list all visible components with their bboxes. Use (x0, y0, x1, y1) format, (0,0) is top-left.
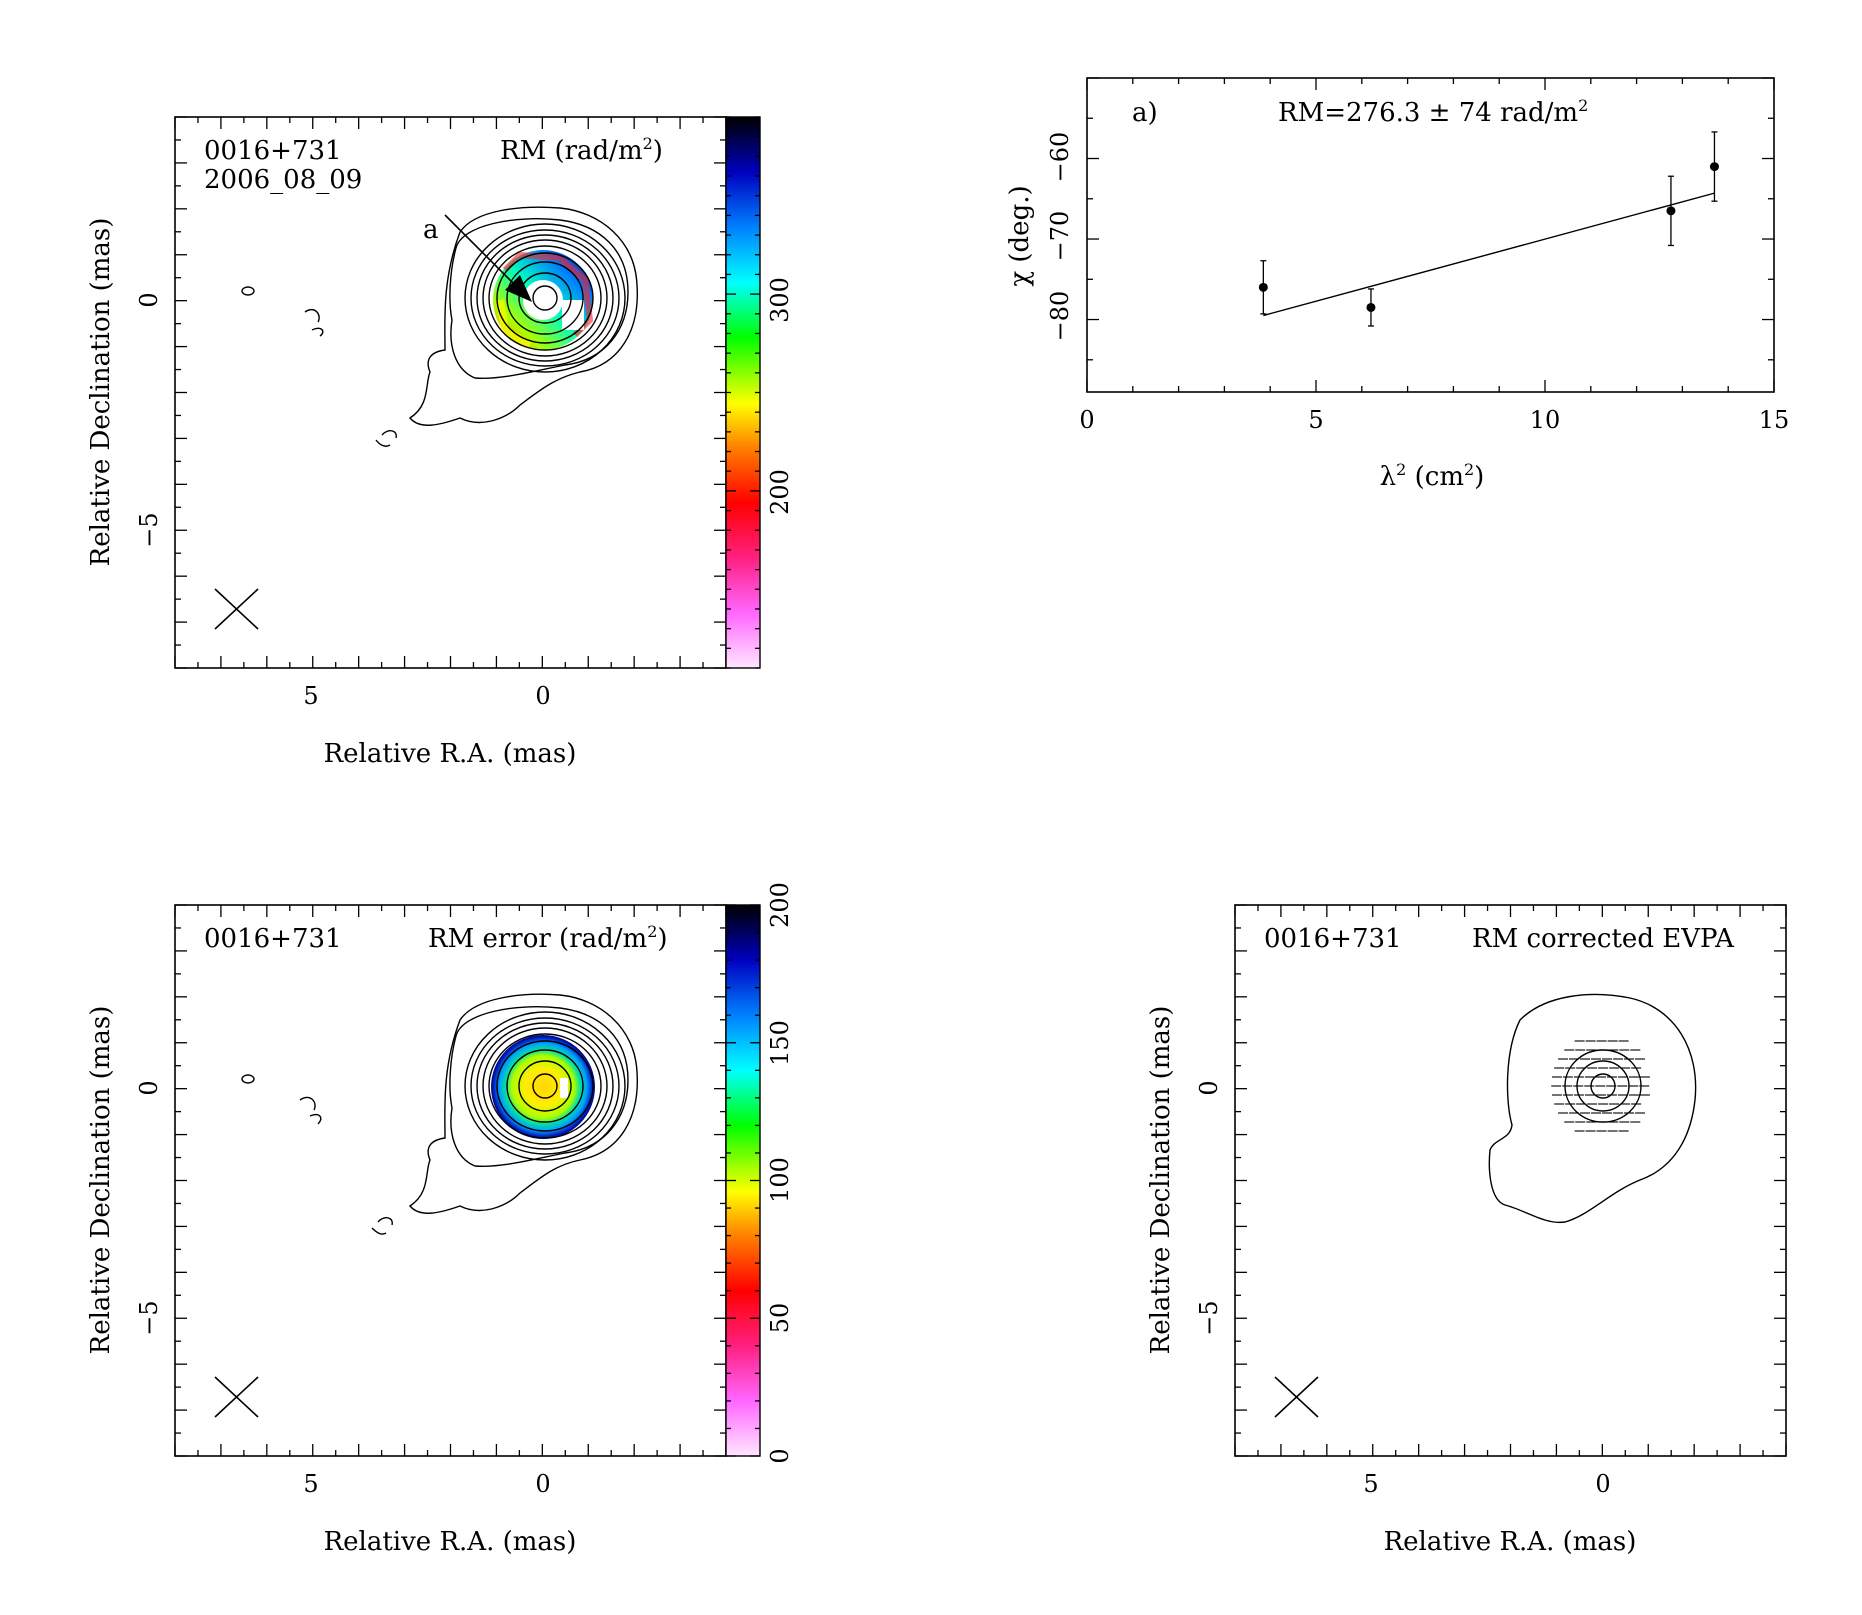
fit-xtick-10: 10 (1530, 406, 1561, 434)
rm-map-ytick-0: 0 (135, 292, 163, 307)
fit-frame (1086, 77, 1775, 393)
rm-map-ticks (174, 116, 727, 669)
data-point (1366, 302, 1376, 312)
fit-xtick-15: 15 (1759, 406, 1790, 434)
rm-error-ytick-0: 0 (135, 1080, 163, 1095)
rm-error-ylabel: Relative Declination (mas) (86, 1006, 116, 1355)
evpa-xlabel: Relative R.A. (mas) (1384, 1527, 1637, 1557)
rm-map-epoch: 2006_08_09 (204, 165, 362, 195)
evpa-ytick-0: 0 (1195, 1080, 1223, 1095)
beam-cross (214, 588, 259, 630)
data-point (1666, 206, 1676, 216)
fit-line (1263, 192, 1715, 317)
rm-colorbar-ticks (726, 116, 760, 669)
fit-xlabel: λ2 (cm2) (1380, 460, 1485, 492)
fit-xtick-5: 5 (1308, 406, 1323, 434)
rm-error-panel: 0 50 100 150 200 0016+731 RM error (rad/… (86, 882, 794, 1557)
rm-error-colorbar-tick-50: 50 (766, 1303, 794, 1334)
fit-tag: a) (1132, 98, 1158, 128)
evpa-vectors (1551, 1040, 1650, 1132)
rm-map-ylabel: Relative Declination (mas) (86, 218, 116, 567)
fit-ytick-minus70: −70 (1046, 211, 1074, 262)
evpa-panel: 0016+731 RM corrected EVPA 5 0 0 −5 Rela… (1146, 904, 1787, 1557)
rm-fit-panel: a) RM=276.3 ± 74 rad/m2 0 5 10 15 −80 −7… (1005, 77, 1790, 492)
rm-error-colorbar-tick-150: 150 (766, 1020, 794, 1066)
rm-error-colorbar-tick-0: 0 (766, 1448, 794, 1463)
data-point (1709, 162, 1719, 172)
evpa-xtick-5: 5 (1363, 1470, 1378, 1498)
fit-ytick-minus80: −80 (1046, 291, 1074, 342)
rm-error-ticks (174, 904, 727, 1457)
evpa-frame (1234, 904, 1787, 1457)
rm-error-title: RM error (rad/m2) (428, 922, 668, 954)
rm-map-xtick-5: 5 (303, 682, 318, 710)
rm-error-ytick-minus5: −5 (135, 1300, 163, 1335)
fit-rm-label: RM=276.3 ± 74 rad/m2 (1278, 96, 1588, 128)
rm-map-panel: a 200 300 0016+731 2006_08_09 RM (rad/m2… (86, 116, 794, 769)
rm-error-frame (174, 904, 727, 1457)
pointer-label: a (423, 215, 439, 245)
fit-ticks (1086, 77, 1775, 392)
rm-error-xlabel: Relative R.A. (mas) (324, 1527, 577, 1557)
rm-map-ytick-minus5: −5 (135, 512, 163, 547)
rm-map-xlabel: Relative R.A. (mas) (324, 739, 577, 769)
evpa-xtick-0: 0 (1595, 1470, 1610, 1498)
fit-xtick-0: 0 (1079, 406, 1094, 434)
fit-ytick-minus60: −60 (1046, 132, 1074, 183)
rm-error-colorbar-ticks (726, 904, 760, 1457)
rm-error-colorbar-tick-200: 200 (766, 882, 794, 928)
rm-contours (241, 206, 638, 447)
rm-error-xtick-5: 5 (303, 1470, 318, 1498)
evpa-ylabel: Relative Declination (mas) (1146, 1006, 1176, 1355)
evpa-contours (1488, 993, 1697, 1224)
evpa-ticks (1234, 904, 1787, 1457)
fit-ylabel: χ (deg.) (1005, 185, 1035, 286)
pointer-arrow (444, 214, 532, 302)
evpa-source: 0016+731 (1264, 924, 1402, 954)
rm-error-xtick-0: 0 (535, 1470, 550, 1498)
rm-error-source: 0016+731 (204, 924, 342, 954)
rm-colorbar (726, 117, 760, 668)
rm-error-colorbar-tick-100: 100 (766, 1157, 794, 1203)
rm-map-source: 0016+731 (204, 136, 342, 166)
fit-points (1258, 131, 1719, 327)
data-point (1258, 282, 1268, 292)
rm-map-xtick-0: 0 (535, 682, 550, 710)
rm-map-title: RM (rad/m2) (500, 134, 663, 166)
rm-colorbar-tick-200: 200 (766, 469, 794, 515)
evpa-ytick-minus5: −5 (1195, 1300, 1223, 1335)
beam-cross (1274, 1376, 1319, 1418)
beam-cross (214, 1376, 259, 1418)
rm-colorbar-tick-300: 300 (766, 277, 794, 323)
rm-map-frame (174, 116, 727, 669)
evpa-title: RM corrected EVPA (1472, 924, 1735, 954)
rm-error-contours (241, 993, 638, 1235)
